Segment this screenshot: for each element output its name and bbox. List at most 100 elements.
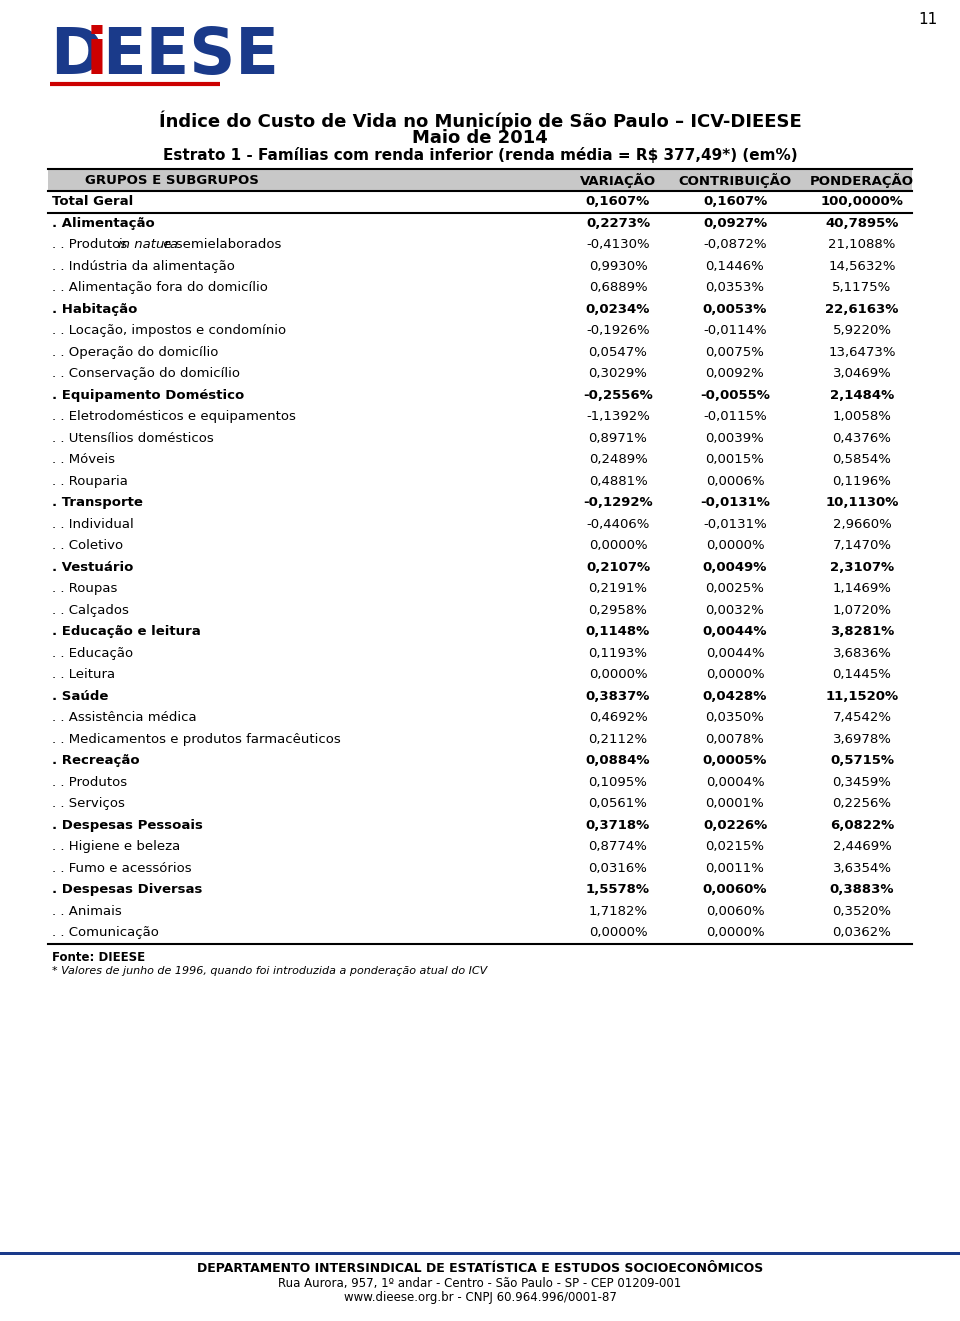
- Text: 3,0469%: 3,0469%: [832, 367, 892, 380]
- Text: 0,3883%: 0,3883%: [829, 884, 895, 896]
- Text: EESE: EESE: [102, 25, 278, 87]
- Text: e semielaborados: e semielaborados: [159, 238, 282, 251]
- Text: 0,2273%: 0,2273%: [586, 217, 650, 230]
- Text: . . Leitura: . . Leitura: [52, 668, 115, 682]
- Text: -0,0115%: -0,0115%: [703, 411, 767, 423]
- Text: 0,0001%: 0,0001%: [706, 798, 764, 810]
- Text: -0,1926%: -0,1926%: [587, 324, 650, 337]
- Text: 13,6473%: 13,6473%: [828, 346, 896, 359]
- Text: -0,0114%: -0,0114%: [703, 324, 767, 337]
- Text: 0,1095%: 0,1095%: [588, 775, 647, 789]
- Text: . . Operação do domicílio: . . Operação do domicílio: [52, 346, 218, 359]
- Text: 0,0000%: 0,0000%: [588, 539, 647, 552]
- Text: 0,0428%: 0,0428%: [703, 690, 767, 703]
- Text: . Alimentação: . Alimentação: [52, 217, 155, 230]
- Text: 0,6889%: 0,6889%: [588, 281, 647, 295]
- Text: 0,0215%: 0,0215%: [706, 840, 764, 853]
- Text: 0,0060%: 0,0060%: [706, 905, 764, 918]
- Text: 0,3029%: 0,3029%: [588, 367, 647, 380]
- Text: 0,1196%: 0,1196%: [832, 474, 892, 487]
- Text: i: i: [86, 25, 108, 87]
- Text: 0,1607%: 0,1607%: [586, 196, 650, 209]
- Text: 0,0092%: 0,0092%: [706, 367, 764, 380]
- Text: 0,1607%: 0,1607%: [703, 196, 767, 209]
- Text: 5,9220%: 5,9220%: [832, 324, 892, 337]
- Text: 0,1446%: 0,1446%: [706, 260, 764, 272]
- Text: 2,9660%: 2,9660%: [832, 518, 892, 531]
- Text: 0,4881%: 0,4881%: [588, 474, 647, 487]
- Text: 0,0039%: 0,0039%: [706, 432, 764, 445]
- Text: . . Móveis: . . Móveis: [52, 453, 115, 466]
- Text: 11: 11: [919, 12, 938, 26]
- Text: 0,0353%: 0,0353%: [706, 281, 764, 295]
- Text: VARIAÇÃO: VARIAÇÃO: [580, 173, 656, 188]
- Text: 0,0362%: 0,0362%: [832, 926, 892, 939]
- Text: 2,1484%: 2,1484%: [829, 388, 894, 402]
- Text: 2,3107%: 2,3107%: [830, 560, 894, 573]
- Text: . . Individual: . . Individual: [52, 518, 133, 531]
- Text: 1,5578%: 1,5578%: [586, 884, 650, 896]
- Text: 0,4376%: 0,4376%: [832, 432, 892, 445]
- Text: 0,8774%: 0,8774%: [588, 840, 647, 853]
- Text: . . Serviços: . . Serviços: [52, 798, 125, 810]
- Text: 0,0011%: 0,0011%: [706, 861, 764, 875]
- Text: Maio de 2014: Maio de 2014: [412, 129, 548, 147]
- Text: 21,1088%: 21,1088%: [828, 238, 896, 251]
- Text: . . Animais: . . Animais: [52, 905, 122, 918]
- Text: 0,2191%: 0,2191%: [588, 583, 647, 596]
- Text: . . Coletivo: . . Coletivo: [52, 539, 123, 552]
- Text: . Educação e leitura: . Educação e leitura: [52, 625, 201, 638]
- Text: . Recreação: . Recreação: [52, 754, 139, 768]
- Text: 0,0000%: 0,0000%: [588, 926, 647, 939]
- Text: . . Higiene e beleza: . . Higiene e beleza: [52, 840, 180, 853]
- Text: 0,2107%: 0,2107%: [586, 560, 650, 573]
- Text: . . Calçados: . . Calçados: [52, 604, 129, 617]
- Text: . . Produtos: . . Produtos: [52, 775, 127, 789]
- Text: 1,0720%: 1,0720%: [832, 604, 892, 617]
- Text: 1,1469%: 1,1469%: [832, 583, 892, 596]
- Text: 0,0000%: 0,0000%: [706, 668, 764, 682]
- Text: 0,9930%: 0,9930%: [588, 260, 647, 272]
- Text: . Despesas Diversas: . Despesas Diversas: [52, 884, 203, 896]
- Text: . . Educação: . . Educação: [52, 647, 133, 659]
- Text: 0,0044%: 0,0044%: [703, 625, 767, 638]
- Text: DEPARTAMENTO INTERSINDICAL DE ESTATÍSTICA E ESTUDOS SOCIOECONÔMICOS: DEPARTAMENTO INTERSINDICAL DE ESTATÍSTIC…: [197, 1263, 763, 1276]
- Text: 0,3837%: 0,3837%: [586, 690, 650, 703]
- Text: 0,0927%: 0,0927%: [703, 217, 767, 230]
- Text: 100,0000%: 100,0000%: [821, 196, 903, 209]
- Text: 0,5715%: 0,5715%: [830, 754, 894, 768]
- Text: . Equipamento Doméstico: . Equipamento Doméstico: [52, 388, 244, 402]
- Text: www.dieese.org.br - CNPJ 60.964.996/0001-87: www.dieese.org.br - CNPJ 60.964.996/0001…: [344, 1291, 616, 1304]
- Text: . Transporte: . Transporte: [52, 497, 143, 510]
- Text: 0,3718%: 0,3718%: [586, 819, 650, 832]
- Text: 0,0350%: 0,0350%: [706, 711, 764, 724]
- Text: 0,8971%: 0,8971%: [588, 432, 647, 445]
- Text: 0,0005%: 0,0005%: [703, 754, 767, 768]
- Text: 0,2489%: 0,2489%: [588, 453, 647, 466]
- Text: 0,0015%: 0,0015%: [706, 453, 764, 466]
- Text: -0,0055%: -0,0055%: [700, 388, 770, 402]
- Text: -0,1292%: -0,1292%: [583, 497, 653, 510]
- Text: 3,8281%: 3,8281%: [829, 625, 894, 638]
- Text: -1,1392%: -1,1392%: [586, 411, 650, 423]
- Text: . . Indústria da alimentação: . . Indústria da alimentação: [52, 260, 235, 272]
- Text: -0,2556%: -0,2556%: [583, 388, 653, 402]
- Text: . . Alimentação fora do domicílio: . . Alimentação fora do domicílio: [52, 281, 268, 295]
- Text: -0,4406%: -0,4406%: [587, 518, 650, 531]
- Text: -0,0131%: -0,0131%: [700, 497, 770, 510]
- Text: 0,0025%: 0,0025%: [706, 583, 764, 596]
- Text: 0,0547%: 0,0547%: [588, 346, 647, 359]
- Text: Total Geral: Total Geral: [52, 196, 133, 209]
- Text: 0,0004%: 0,0004%: [706, 775, 764, 789]
- Text: 1,0058%: 1,0058%: [832, 411, 892, 423]
- Text: . Habitação: . Habitação: [52, 303, 137, 316]
- Text: 3,6836%: 3,6836%: [832, 647, 892, 659]
- Text: 0,1193%: 0,1193%: [588, 647, 647, 659]
- Text: 0,5854%: 0,5854%: [832, 453, 892, 466]
- Text: GRUPOS E SUBGRUPOS: GRUPOS E SUBGRUPOS: [85, 173, 259, 186]
- Text: . . Medicamentos e produtos farmacêuticos: . . Medicamentos e produtos farmacêutico…: [52, 733, 341, 746]
- Text: 11,1520%: 11,1520%: [826, 690, 899, 703]
- Text: . Saúde: . Saúde: [52, 690, 108, 703]
- Text: Fonte: DIEESE: Fonte: DIEESE: [52, 951, 145, 964]
- Text: 3,6354%: 3,6354%: [832, 861, 892, 875]
